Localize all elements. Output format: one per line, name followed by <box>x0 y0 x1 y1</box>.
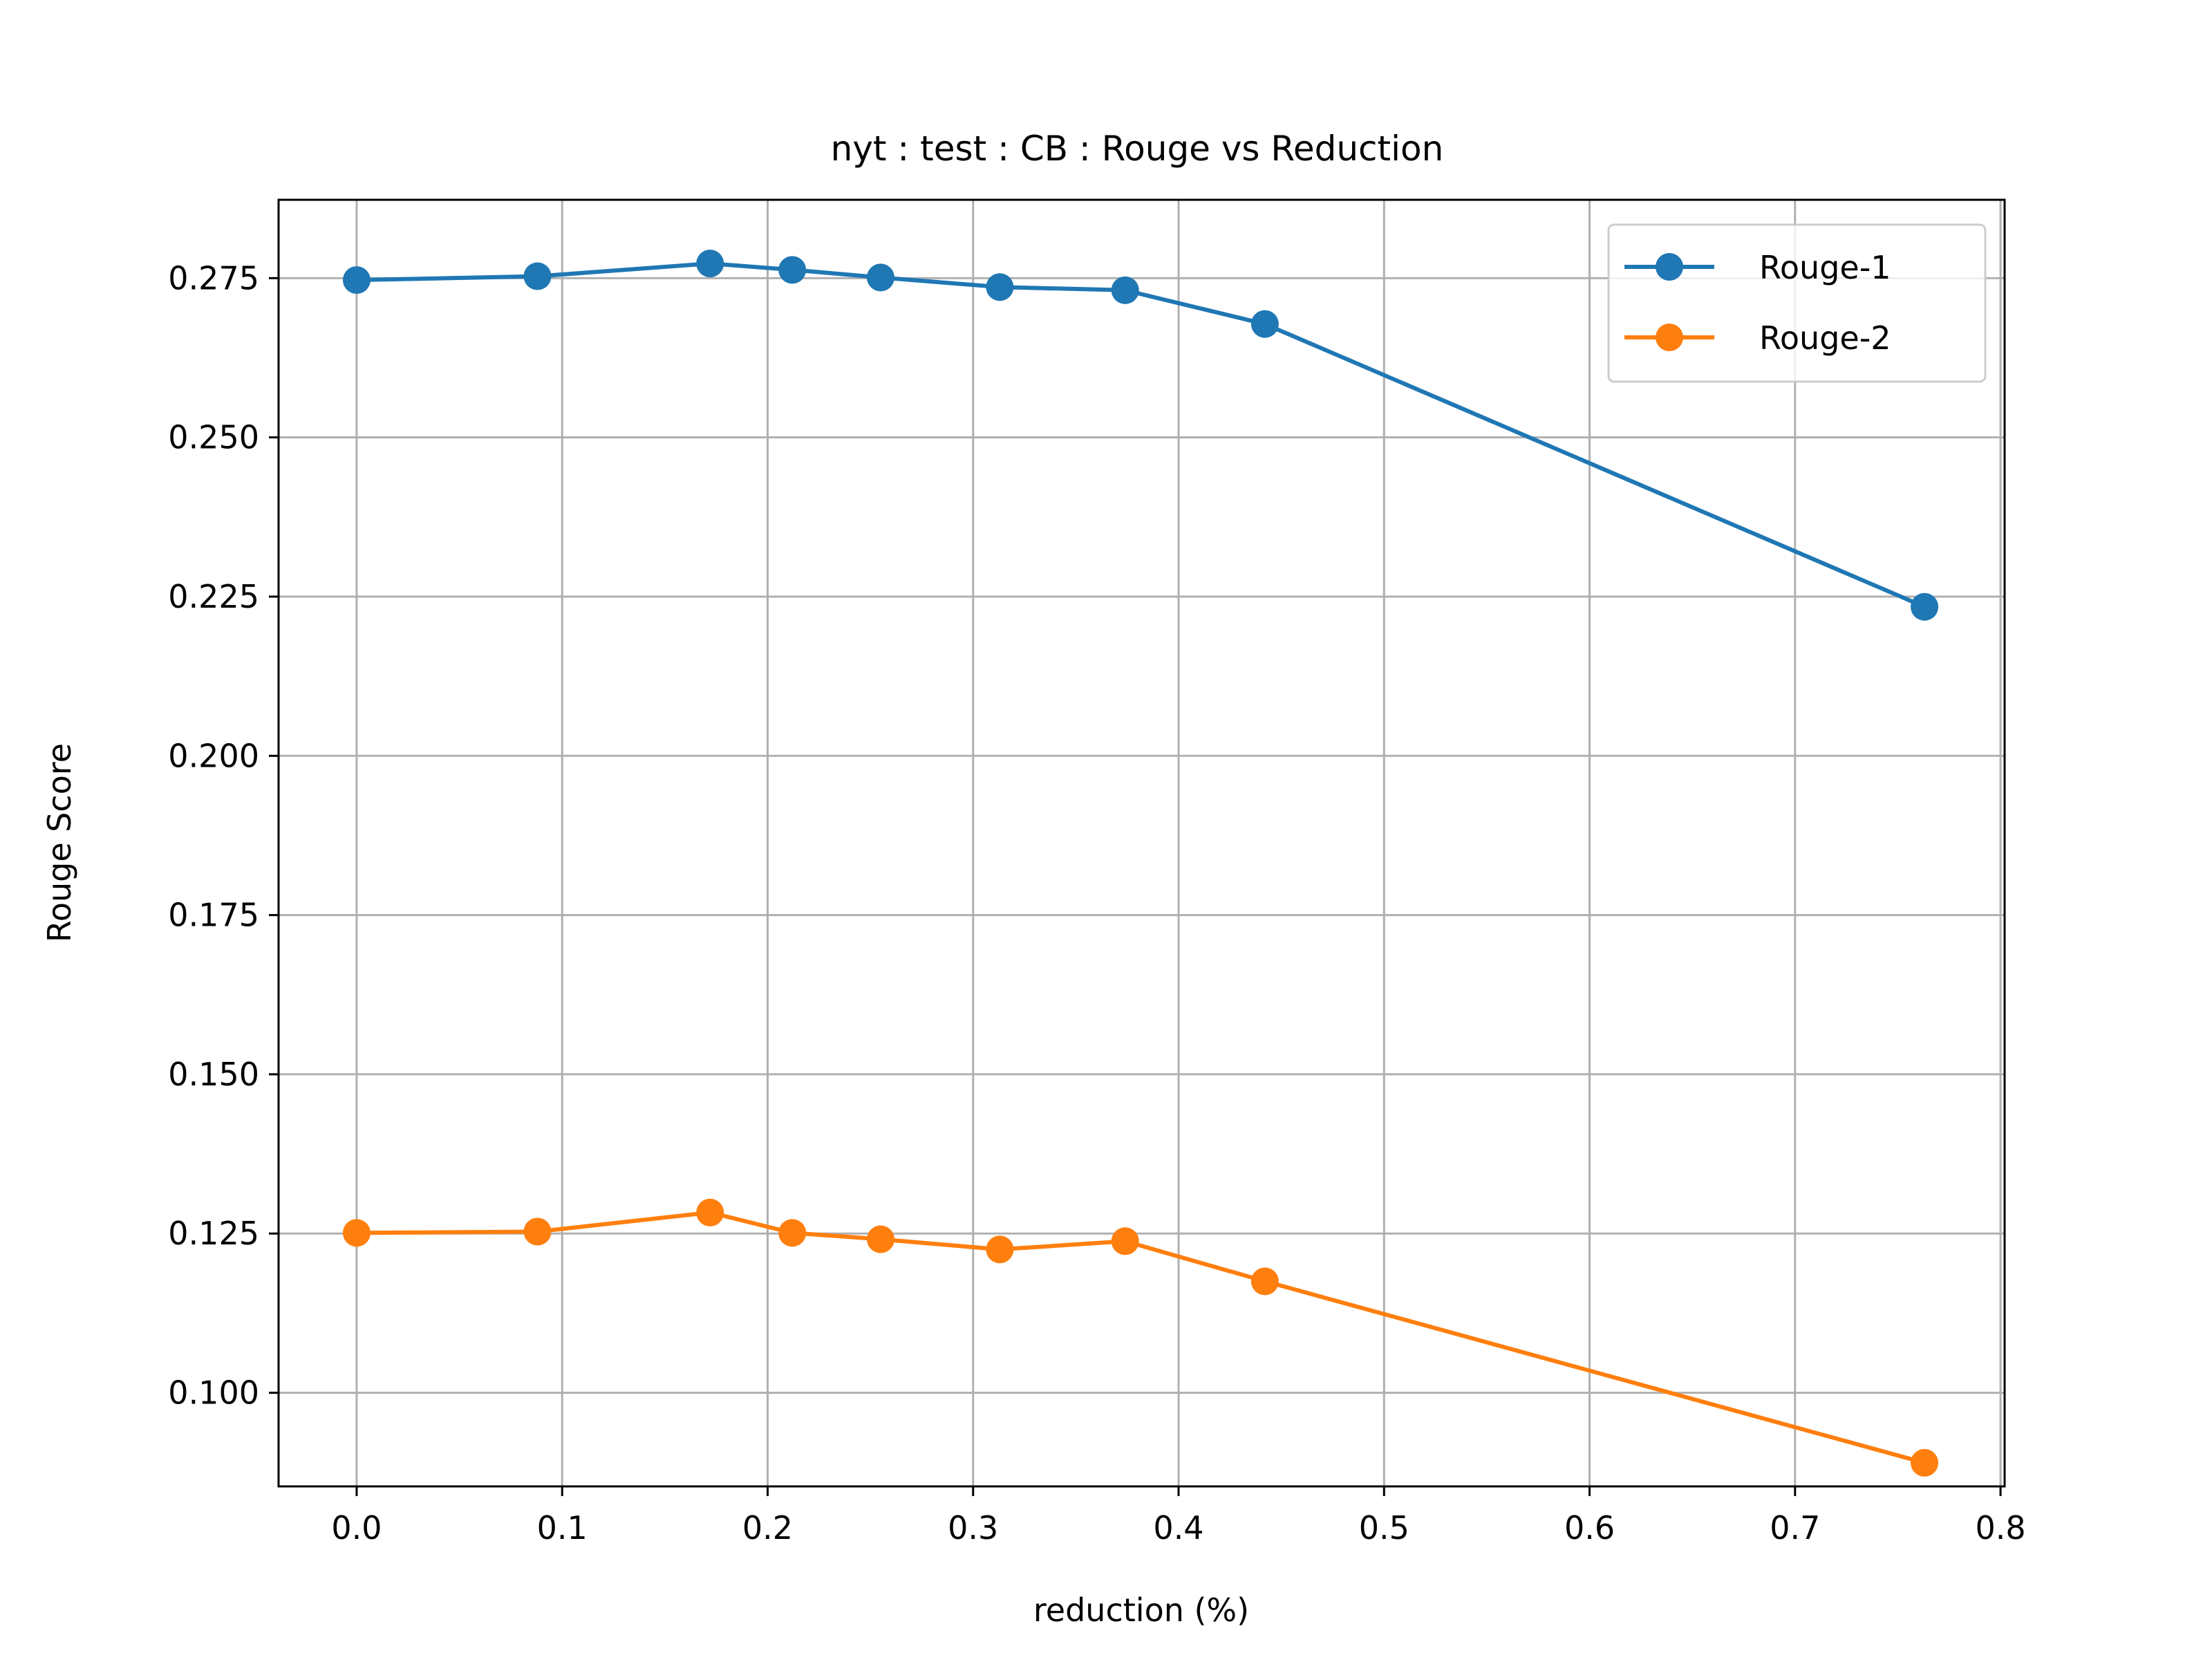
data-series <box>342 250 1939 1477</box>
legend-label: Rouge-1 <box>1759 249 1891 286</box>
y-tick-label: 0.200 <box>168 737 259 774</box>
y-tick-label: 0.125 <box>168 1215 259 1252</box>
plot-frame <box>277 198 2006 1488</box>
data-point <box>696 1198 724 1226</box>
data-point <box>1250 310 1279 338</box>
x-axis-label: reduction (%) <box>1033 1591 1249 1629</box>
data-point <box>866 263 894 292</box>
legend-entry: Rouge-1 <box>1624 249 1891 286</box>
data-point <box>1911 1448 1939 1477</box>
y-tick-label: 0.100 <box>168 1374 259 1412</box>
x-tick-label: 0.5 <box>1359 1509 1409 1547</box>
chart-title: nyt : test : CB : Rouge vs Reduction <box>831 129 1444 169</box>
legend-label: Rouge-2 <box>1759 319 1891 357</box>
data-point <box>342 1219 371 1247</box>
legend-box <box>1607 223 1987 383</box>
data-point <box>696 250 724 278</box>
grid-lines <box>279 200 2005 1486</box>
y-tick-label: 0.275 <box>168 259 259 297</box>
data-point <box>1250 1267 1279 1296</box>
x-tick-label: 0.0 <box>331 1509 382 1547</box>
data-point <box>986 273 1014 301</box>
data-point <box>778 256 807 284</box>
y-axis: 0.100 0.125 0.150 0.175 0.200 0.225 0.250 0.275 <box>168 259 279 1412</box>
data-point <box>778 1219 807 1247</box>
x-tick-label: 0.8 <box>1975 1509 2025 1547</box>
x-tick-label: 0.7 <box>1770 1509 1820 1547</box>
data-point <box>342 266 371 295</box>
data-point <box>866 1225 894 1253</box>
y-tick-label: 0.175 <box>168 897 259 934</box>
series-rouge-1 <box>342 250 1939 621</box>
x-tick-label: 0.1 <box>537 1509 588 1547</box>
data-point <box>523 1217 552 1246</box>
y-tick-label: 0.150 <box>168 1056 259 1093</box>
y-tick-label: 0.225 <box>168 578 259 615</box>
legend: Rouge-1 Rouge-2 <box>1607 223 1987 383</box>
legend-marker <box>1656 253 1683 281</box>
legend-marker <box>1656 324 1683 351</box>
data-point <box>1111 276 1139 304</box>
series-rouge-2 <box>342 1198 1939 1477</box>
x-tick-label: 0.4 <box>1153 1509 1203 1547</box>
data-point <box>986 1235 1014 1264</box>
legend-entry: Rouge-2 <box>1624 319 1891 357</box>
data-point <box>1911 592 1939 621</box>
x-tick-label: 0.2 <box>742 1509 793 1547</box>
data-point <box>523 262 552 290</box>
x-tick-label: 0.6 <box>1564 1509 1615 1547</box>
x-axis: 0.0 0.1 0.2 0.3 0.4 0.5 0.6 0.7 0.8 <box>331 1486 2026 1547</box>
x-tick-label: 0.3 <box>948 1509 998 1547</box>
y-axis-label: Rouge Score <box>41 743 78 942</box>
data-point <box>1111 1227 1139 1255</box>
y-tick-label: 0.250 <box>168 419 259 456</box>
